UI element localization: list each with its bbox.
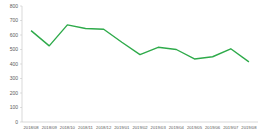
x-axis: [22, 122, 258, 123]
x-tick-label: 2019/08: [241, 125, 257, 130]
y-tick-label: 700: [10, 17, 19, 23]
x-tick-label: 2019/02: [132, 125, 148, 130]
x-tick-label: 2018/10: [60, 125, 76, 130]
x-tick-label: 2019/03: [151, 125, 167, 130]
x-tick-label: 2019/05: [187, 125, 203, 130]
y-tick-label: 500: [10, 46, 19, 52]
y-tick-label: 600: [10, 32, 19, 38]
x-tick-label: 2018/09: [42, 125, 58, 130]
y-tick-label: 300: [10, 75, 19, 81]
plot-area: [31, 25, 249, 62]
x-tick-label: 2018/12: [96, 125, 112, 130]
x-tick-label: 2019/04: [169, 125, 185, 130]
y-tick-label: 400: [10, 61, 19, 67]
y-axis: [22, 6, 23, 122]
x-tick-label: 2018/08: [24, 125, 40, 130]
line-series: [31, 25, 249, 62]
x-tick-label: 2019/07: [223, 125, 239, 130]
chart: 01002003004005006007008002018/082018/092…: [0, 0, 262, 140]
y-tick-label: 800: [10, 3, 19, 9]
x-tick-label: 2018/11: [78, 125, 93, 130]
x-tick-label: 2019/01: [114, 125, 130, 130]
y-tick-label: 100: [10, 104, 19, 110]
y-tick-label: 200: [10, 90, 19, 96]
x-tick-label: 2019/06: [205, 125, 221, 130]
y-tick-label: 0: [15, 119, 18, 125]
